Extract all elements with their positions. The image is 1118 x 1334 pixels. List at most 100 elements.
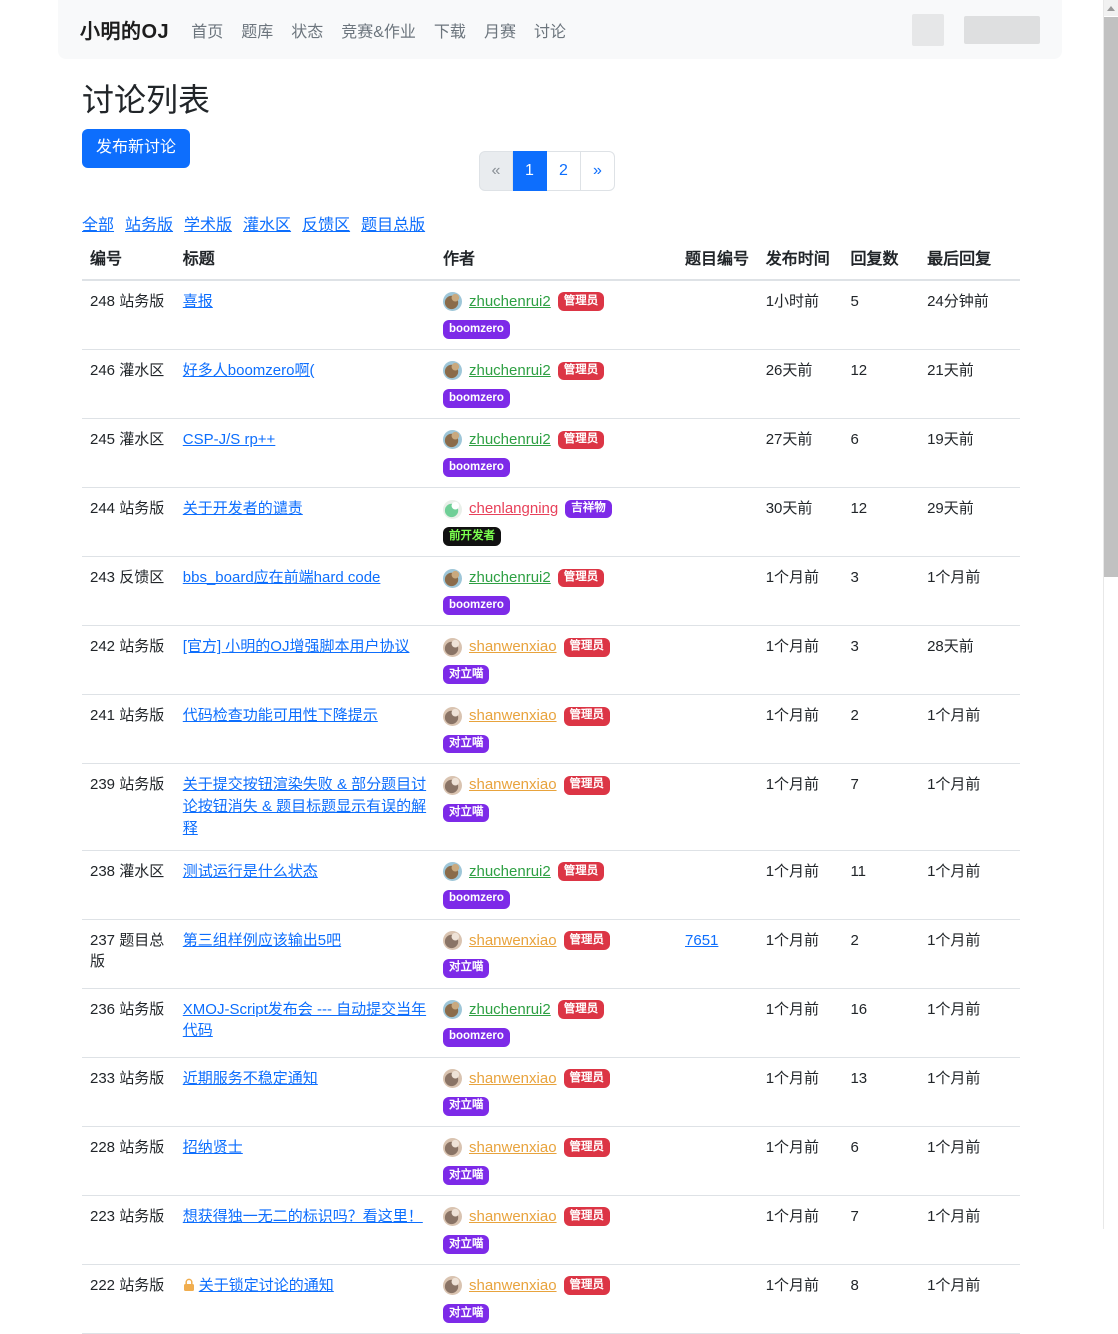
- problem-id-cell: [677, 556, 758, 627]
- discussion-title-link[interactable]: 喜报: [182, 293, 213, 310]
- username-placeholder[interactable]: [964, 15, 1040, 44]
- problem-id-link[interactable]: 7651: [685, 931, 719, 949]
- author-username-link[interactable]: shanwenxiao: [468, 1207, 557, 1225]
- discussion-title-link[interactable]: 关于提交按钮渲染失败 & 部分题目讨论按钮消失 & 题目标题显示有误的解释: [182, 776, 427, 837]
- site-brand[interactable]: 小明的OJ: [80, 21, 170, 43]
- discussion-title-link[interactable]: bbs_board应在前端hard code: [182, 569, 381, 587]
- discussion-id-cell: 244 站务版: [82, 487, 175, 558]
- author-username-link[interactable]: zhuchenrui2: [468, 862, 551, 880]
- author-cell: zhuchenrui2 管理员 boomzero: [434, 556, 678, 627]
- author-username-link[interactable]: shanwenxiao: [468, 931, 557, 949]
- author-custom-badge: 对立喵: [442, 734, 490, 754]
- nav-link-status[interactable]: 状态: [291, 23, 324, 41]
- author-custom-badge: boomzero: [442, 596, 510, 616]
- pagination-prev[interactable]: «: [479, 151, 513, 191]
- discussion-title-link[interactable]: 招纳贤士: [182, 1138, 243, 1156]
- author-cell: zhuchenrui2 管理员 boomzero: [434, 988, 678, 1058]
- author-username-link[interactable]: shanwenxiao: [468, 707, 557, 725]
- replies-count-cell: 2: [842, 919, 920, 989]
- avatar: [442, 292, 462, 312]
- new-discussion-button[interactable]: 发布新讨论: [82, 129, 191, 169]
- pagination-page-2[interactable]: 2: [547, 151, 581, 191]
- board-filter-all[interactable]: 全部: [82, 217, 115, 234]
- pagination-next[interactable]: »: [581, 151, 615, 191]
- avatar: [442, 637, 462, 657]
- author-custom-badge: 对立喵: [442, 1096, 490, 1116]
- last-reply-time-cell: 1个月前: [919, 1264, 1020, 1334]
- author-username-link[interactable]: shanwenxiao: [468, 776, 557, 794]
- discussion-title-link[interactable]: 第三组样例应该输出5吧: [182, 931, 342, 949]
- nav-link-monthly[interactable]: 月赛: [483, 23, 516, 41]
- discussion-title-link[interactable]: 关于锁定讨论的通知: [198, 1276, 334, 1294]
- board-filter-links: 全部 站务版 学术版 灌水区 反馈区 题目总版: [82, 211, 425, 235]
- created-time-cell: 1个月前: [757, 850, 843, 920]
- author-line: shanwenxiao 管理员: [442, 1275, 669, 1297]
- author-username-link[interactable]: shanwenxiao: [468, 1138, 557, 1156]
- author-username-link[interactable]: zhuchenrui2: [468, 569, 551, 587]
- discussion-title-link[interactable]: 关于开发者的谴责: [182, 500, 303, 518]
- author-custom-badge: 对立喵: [442, 958, 490, 978]
- nav-link-problemset[interactable]: 题库: [241, 23, 274, 41]
- discussion-title-link[interactable]: XMOJ-Script发布会 --- 自动提交当年代码: [182, 1000, 427, 1040]
- replies-count-cell: 8: [842, 1264, 920, 1334]
- discussion-title-link[interactable]: 好多人boomzero啊(: [182, 362, 315, 380]
- discussion-title-link[interactable]: 测试运行是什么状态: [182, 862, 318, 880]
- problem-id-cell: [677, 1264, 758, 1334]
- author-username-link[interactable]: zhuchenrui2: [468, 1000, 551, 1018]
- column-header-last-reply: 最后回复: [919, 237, 1020, 281]
- board-filter-problems[interactable]: 题目总版: [361, 217, 426, 234]
- page-scrollbar[interactable]: [1103, 0, 1118, 1229]
- author-custom-badge: 对立喵: [442, 803, 490, 823]
- author-username-link[interactable]: zhuchenrui2: [468, 431, 551, 449]
- created-time-cell: 26天前: [757, 349, 843, 420]
- avatar: [442, 361, 462, 381]
- board-filter-feedback[interactable]: 反馈区: [302, 217, 351, 234]
- avatar: [442, 1000, 462, 1020]
- author-role-badge: 管理员: [563, 706, 611, 726]
- author-custom-badge: boomzero: [442, 389, 510, 409]
- discussion-title-link[interactable]: 想获得独一无二的标识吗？看这里！: [182, 1207, 423, 1225]
- author-username-link[interactable]: shanwenxiao: [468, 1069, 557, 1087]
- nav-link-contests[interactable]: 竞赛&作业: [341, 23, 416, 41]
- created-time-cell: 1个月前: [757, 1195, 843, 1265]
- author-username-link[interactable]: shanwenxiao: [468, 1276, 557, 1294]
- discussion-title-link[interactable]: CSP-J/S rp++: [182, 431, 276, 449]
- discussion-title-link[interactable]: 近期服务不稳定通知: [182, 1069, 318, 1087]
- last-reply-time-cell: 1个月前: [919, 694, 1020, 765]
- nav-link-home[interactable]: 首页: [191, 23, 224, 41]
- nav-link-discuss[interactable]: 讨论: [533, 23, 566, 41]
- avatar: [442, 931, 462, 950]
- author-title-badge-row: boomzero: [442, 386, 669, 409]
- author-username-link[interactable]: shanwenxiao: [468, 638, 557, 656]
- avatar: [442, 706, 462, 726]
- author-line: zhuchenrui2 管理员: [442, 429, 669, 451]
- column-header-replies: 回复数: [842, 237, 920, 281]
- author-cell: shanwenxiao 管理员 对立喵: [434, 1057, 678, 1127]
- discussion-title-link[interactable]: 代码检查功能可用性下降提示: [182, 707, 378, 725]
- discussion-title-link[interactable]: [官方] 小明的OJ增强脚本用户协议: [182, 638, 410, 656]
- scrollbar-up-arrow-icon[interactable]: [1104, 0, 1118, 16]
- author-role-badge: 管理员: [557, 1000, 605, 1019]
- board-filter-academic[interactable]: 学术版: [184, 217, 233, 234]
- author-username-link[interactable]: zhuchenrui2: [468, 362, 551, 380]
- nav-link-download[interactable]: 下载: [433, 23, 466, 41]
- table-row: 244 站务版 关于开发者的谴责 chenlangning 吉祥物 前开发者 30天前 12…: [82, 487, 1020, 558]
- board-filter-chat[interactable]: 灌水区: [243, 217, 292, 234]
- problem-id-cell: [677, 349, 758, 420]
- author-cell: shanwenxiao 管理员对立喵: [434, 694, 678, 765]
- scrollbar-thumb[interactable]: [1104, 17, 1118, 577]
- replies-count-cell: 13: [842, 1057, 920, 1127]
- lock-icon: [183, 1277, 195, 1299]
- pagination-page-1[interactable]: 1: [513, 151, 547, 191]
- author-title-badge-row: boomzero: [442, 886, 669, 909]
- author-username-link[interactable]: chenlangning: [468, 500, 559, 518]
- table-row: 233 站务版 近期服务不稳定通知 shanwenxiao 管理员 对立喵 1个月前 13 1…: [82, 1057, 1020, 1127]
- board-filter-site[interactable]: 站务版: [125, 217, 174, 234]
- last-reply-time-cell: 1个月前: [919, 1126, 1020, 1196]
- author-username-link[interactable]: zhuchenrui2: [468, 293, 551, 310]
- avatar-placeholder[interactable]: [912, 13, 944, 46]
- last-reply-time-cell: 21天前: [919, 349, 1020, 420]
- author-line: shanwenxiao 管理员: [442, 636, 669, 658]
- author-role-badge: 管理员: [563, 1207, 611, 1227]
- discussion-title-cell: bbs_board应在前端hard code: [174, 556, 435, 627]
